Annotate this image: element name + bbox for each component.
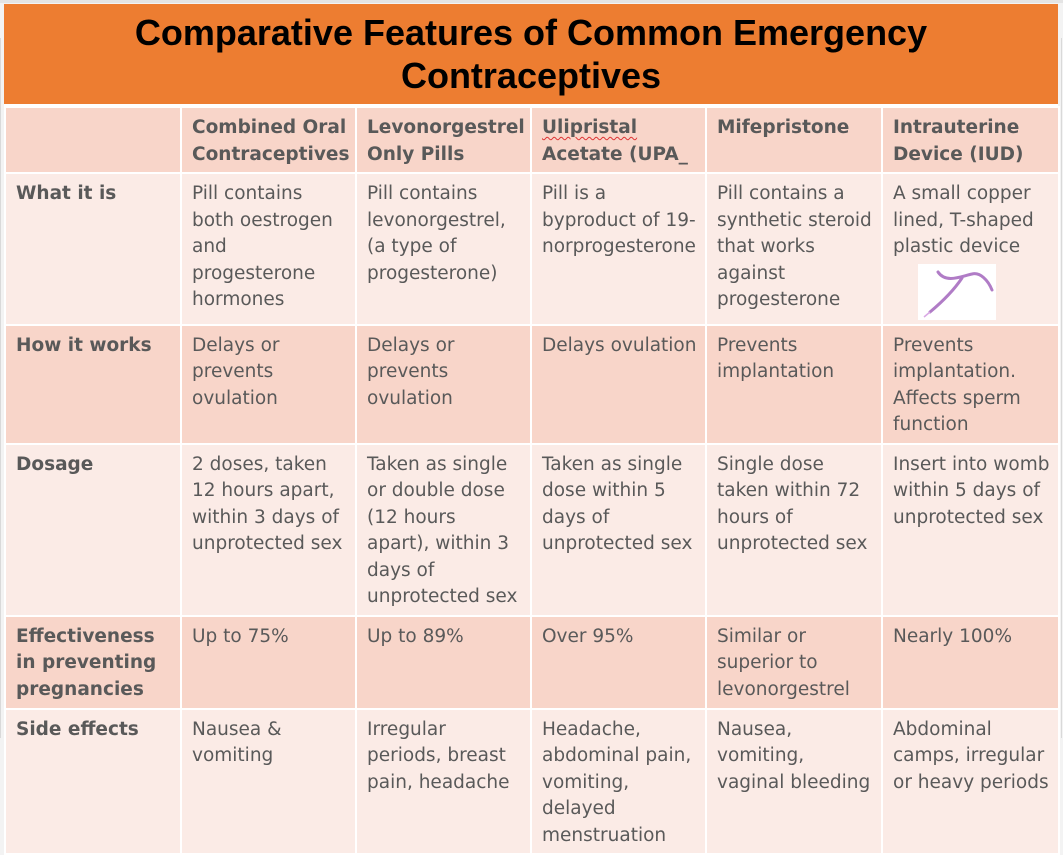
header-intrauterine-device: Intrauterine Device (IUD) (881, 106, 1060, 174)
row-label-side-effects: Side effects (4, 707, 182, 855)
table-cell: Pill is a byproduct of 19-norprogesteron… (530, 172, 707, 326)
table-cell: Abdominal camps, irregular or heavy peri… (881, 707, 1060, 855)
title-banner: Comparative Features of Common Emergency… (4, 4, 1058, 106)
table-cell: Nausea & vomiting (180, 707, 357, 855)
table-cell: Prevents implantation. Affects sperm fun… (881, 323, 1060, 445)
ulipristal-word: Ulipristal (542, 117, 638, 138)
table-cell: Nausea, vomiting, vaginal bleeding (705, 707, 883, 855)
table-cell: Taken as single or double dose (12 hours… (355, 442, 532, 617)
table-row: Side effects Nausea & vomiting Irregular… (4, 707, 1060, 855)
row-label-what-it-is: What it is (4, 172, 182, 326)
table-cell: Delays or prevents ovulation (180, 323, 357, 445)
table-header-row: Combined Oral Contraceptives Levonorgest… (4, 106, 1060, 174)
table-row: Effectiveness in preventing pregnancies … (4, 614, 1060, 710)
slide: Comparative Features of Common Emergency… (4, 4, 1060, 855)
table-cell: Nearly 100% (881, 614, 1060, 710)
table-cell: Pill contains both oestrogen and progest… (180, 172, 357, 326)
table-cell: Insert into womb within 5 days of unprot… (881, 442, 1060, 617)
header-mifepristone: Mifepristone (705, 106, 883, 174)
table-cell: Up to 75% (180, 614, 357, 710)
table-cell: Single dose taken within 72 hours of unp… (705, 442, 883, 617)
table-cell: Pill contains levonorgestrel, (a type of… (355, 172, 532, 326)
table-cell: Irregular periods, breast pain, headache (355, 707, 532, 855)
table-cell-iud: A small copper lined, T-shaped plastic d… (881, 172, 1060, 326)
right-guide-line (1061, 38, 1062, 738)
row-label-effectiveness: Effectiveness in preventing pregnancies (4, 614, 182, 710)
row-label-how-it-works: How it works (4, 323, 182, 445)
window-top-edge (0, 0, 1063, 3)
comparison-table: Combined Oral Contraceptives Levonorgest… (4, 106, 1060, 855)
table-cell: Delays ovulation (530, 323, 707, 445)
table-cell: Similar or superior to levonorgestrel (705, 614, 883, 710)
table-cell: Taken as single dose within 5 days of un… (530, 442, 707, 617)
row-label-dosage: Dosage (4, 442, 182, 617)
table-cell: Over 95% (530, 614, 707, 710)
table-row: How it works Delays or prevents ovulatio… (4, 323, 1060, 445)
header-levonorgestrel-only-pills: Levonorgestrel Only Pills (355, 106, 532, 174)
left-guide-line (0, 38, 1, 738)
table-cell: Up to 89% (355, 614, 532, 710)
table-cell: 2 doses, taken 12 hours apart, within 3 … (180, 442, 357, 617)
slide-title: Comparative Features of Common Emergency… (134, 12, 928, 96)
table-row: Dosage 2 doses, taken 12 hours apart, wi… (4, 442, 1060, 617)
table-cell-text: A small copper lined, T-shaped plastic d… (893, 183, 1034, 257)
table-cell: Headache, abdominal pain, vomiting, dela… (530, 707, 707, 855)
table-cell: Delays or prevents ovulation (355, 323, 532, 445)
iud-device-image (918, 263, 996, 320)
table-cell: Pill contains a synthetic steroid that w… (705, 172, 883, 326)
table-row: What it is Pill contains both oestrogen … (4, 172, 1060, 326)
header-cell-empty (4, 106, 182, 174)
table-cell: Prevents implantation (705, 323, 883, 445)
header-ulipristal-acetate: Ulipristal Acetate (UPA_ (530, 106, 707, 174)
header-combined-oral-contraceptives: Combined Oral Contraceptives (180, 106, 357, 174)
